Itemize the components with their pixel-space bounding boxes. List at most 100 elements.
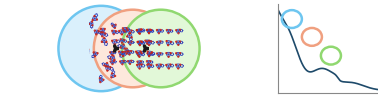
Circle shape xyxy=(79,51,80,52)
Circle shape xyxy=(105,66,107,67)
Circle shape xyxy=(160,64,161,65)
Circle shape xyxy=(166,53,167,54)
Circle shape xyxy=(127,51,128,52)
Circle shape xyxy=(176,41,177,42)
Circle shape xyxy=(97,53,98,54)
Circle shape xyxy=(123,44,124,45)
Circle shape xyxy=(111,77,112,78)
Circle shape xyxy=(178,68,179,69)
Circle shape xyxy=(80,46,81,47)
Circle shape xyxy=(147,51,148,52)
Circle shape xyxy=(129,33,130,34)
Circle shape xyxy=(176,53,177,54)
Circle shape xyxy=(120,47,121,48)
Circle shape xyxy=(139,68,140,69)
Circle shape xyxy=(147,53,148,54)
Circle shape xyxy=(107,70,108,71)
Circle shape xyxy=(110,58,111,59)
Circle shape xyxy=(140,51,141,52)
Circle shape xyxy=(103,79,104,80)
Circle shape xyxy=(123,30,124,31)
Circle shape xyxy=(151,41,152,42)
Circle shape xyxy=(149,45,150,46)
Circle shape xyxy=(89,23,90,24)
Circle shape xyxy=(159,68,160,69)
Circle shape xyxy=(141,53,142,54)
Circle shape xyxy=(122,28,123,29)
Circle shape xyxy=(94,56,95,57)
Circle shape xyxy=(110,61,111,62)
Circle shape xyxy=(148,64,149,65)
Circle shape xyxy=(137,61,138,62)
Circle shape xyxy=(84,51,85,52)
Circle shape xyxy=(116,40,117,41)
Circle shape xyxy=(176,64,177,65)
Circle shape xyxy=(100,82,101,83)
Circle shape xyxy=(131,30,132,31)
Circle shape xyxy=(168,56,169,57)
Circle shape xyxy=(114,44,115,45)
Circle shape xyxy=(130,44,131,45)
Circle shape xyxy=(120,54,121,55)
Circle shape xyxy=(139,45,140,46)
Circle shape xyxy=(113,34,114,35)
Circle shape xyxy=(141,64,142,65)
Circle shape xyxy=(112,64,113,65)
Circle shape xyxy=(110,67,111,68)
Circle shape xyxy=(136,64,138,65)
Circle shape xyxy=(147,64,148,65)
Circle shape xyxy=(139,33,140,34)
Circle shape xyxy=(168,68,169,69)
Circle shape xyxy=(150,53,151,54)
Circle shape xyxy=(170,41,171,42)
Circle shape xyxy=(127,36,128,37)
Circle shape xyxy=(120,39,121,40)
Circle shape xyxy=(120,61,121,62)
Circle shape xyxy=(170,64,171,65)
Circle shape xyxy=(131,41,132,42)
Circle shape xyxy=(96,19,98,20)
Circle shape xyxy=(101,41,102,42)
Circle shape xyxy=(94,10,172,87)
Circle shape xyxy=(124,31,125,32)
Circle shape xyxy=(99,78,100,79)
Circle shape xyxy=(176,30,177,31)
Circle shape xyxy=(141,29,142,30)
Circle shape xyxy=(128,51,129,52)
Circle shape xyxy=(112,30,113,31)
Circle shape xyxy=(160,29,161,30)
Circle shape xyxy=(102,32,103,33)
Circle shape xyxy=(159,44,160,45)
Circle shape xyxy=(129,54,130,55)
Circle shape xyxy=(98,31,99,32)
Circle shape xyxy=(139,56,140,57)
Circle shape xyxy=(122,10,200,87)
Circle shape xyxy=(59,6,144,91)
Circle shape xyxy=(180,64,181,65)
Circle shape xyxy=(159,56,160,57)
Circle shape xyxy=(93,52,94,53)
Circle shape xyxy=(136,30,137,31)
Circle shape xyxy=(92,25,93,26)
Circle shape xyxy=(102,36,103,37)
Circle shape xyxy=(122,51,123,52)
Circle shape xyxy=(104,65,105,66)
Circle shape xyxy=(178,56,179,57)
Circle shape xyxy=(105,33,106,34)
Circle shape xyxy=(115,24,116,25)
Circle shape xyxy=(131,60,132,61)
Circle shape xyxy=(131,37,132,38)
Circle shape xyxy=(96,34,97,35)
Circle shape xyxy=(138,55,139,56)
Circle shape xyxy=(94,30,95,31)
Circle shape xyxy=(78,56,79,57)
Circle shape xyxy=(149,55,150,56)
Circle shape xyxy=(166,41,167,42)
Circle shape xyxy=(139,44,140,45)
Circle shape xyxy=(72,58,73,59)
Circle shape xyxy=(140,29,141,30)
Circle shape xyxy=(113,55,114,56)
Circle shape xyxy=(114,59,115,60)
Circle shape xyxy=(139,64,140,65)
Circle shape xyxy=(112,25,113,26)
